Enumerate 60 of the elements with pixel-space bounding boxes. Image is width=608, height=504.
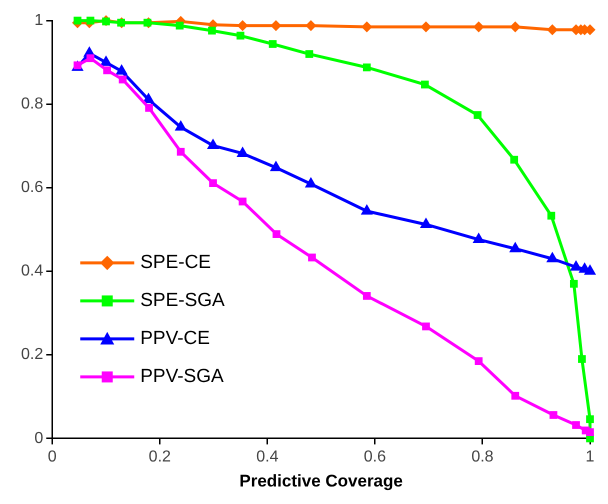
legend-label: PPV-CE bbox=[140, 328, 210, 350]
y-tick-label: 0.8 bbox=[20, 96, 44, 113]
point bbox=[305, 50, 314, 58]
point bbox=[472, 232, 485, 244]
point bbox=[237, 20, 248, 32]
y-tick-label: 0.6 bbox=[20, 179, 44, 196]
point bbox=[208, 26, 216, 35]
x-tick-label: 0.8 bbox=[471, 448, 494, 466]
x-tick-label: 0.4 bbox=[256, 448, 279, 466]
point bbox=[511, 392, 520, 400]
point bbox=[272, 230, 280, 238]
point bbox=[236, 32, 244, 40]
point bbox=[117, 18, 125, 27]
point bbox=[103, 66, 111, 74]
point bbox=[209, 179, 217, 188]
y-tick-label: 0.2 bbox=[20, 346, 44, 364]
point bbox=[308, 254, 316, 262]
x-axis-title: Predictive Coverage bbox=[239, 471, 403, 490]
point bbox=[546, 24, 558, 36]
x-tick-label: 1 bbox=[586, 448, 595, 466]
point bbox=[420, 21, 432, 32]
point bbox=[362, 292, 371, 300]
point bbox=[422, 322, 430, 330]
y-tick-label: 0.4 bbox=[20, 262, 44, 280]
point bbox=[74, 16, 82, 24]
point bbox=[550, 411, 558, 419]
point bbox=[578, 355, 586, 363]
point bbox=[510, 156, 518, 164]
point bbox=[238, 198, 246, 206]
point bbox=[362, 64, 371, 72]
point bbox=[305, 20, 316, 32]
point bbox=[145, 104, 153, 112]
y-tick-label: 0 bbox=[34, 430, 44, 447]
point bbox=[586, 415, 594, 424]
point bbox=[421, 80, 429, 88]
point bbox=[586, 428, 594, 436]
point bbox=[474, 111, 482, 119]
point bbox=[547, 212, 556, 220]
point bbox=[510, 21, 521, 32]
x-tick-label: 0.2 bbox=[148, 448, 172, 466]
point bbox=[570, 280, 578, 288]
x-tick-label: 0.6 bbox=[364, 448, 386, 466]
legend-label: SPE-SGA bbox=[140, 290, 226, 312]
point bbox=[176, 148, 185, 156]
y-tick-label: 1 bbox=[34, 12, 44, 30]
point bbox=[572, 421, 580, 429]
point bbox=[270, 20, 282, 32]
point bbox=[144, 18, 152, 27]
point bbox=[118, 76, 127, 84]
point bbox=[474, 357, 483, 365]
point bbox=[86, 16, 94, 24]
legend-label: SPE-CE bbox=[140, 252, 211, 274]
point bbox=[86, 54, 94, 62]
point bbox=[268, 40, 277, 48]
legend-label: PPV-SGA bbox=[140, 366, 224, 388]
x-tick-label: 0 bbox=[48, 448, 57, 466]
point bbox=[361, 21, 372, 32]
point bbox=[176, 22, 184, 30]
point bbox=[206, 138, 220, 150]
point bbox=[473, 21, 484, 32]
